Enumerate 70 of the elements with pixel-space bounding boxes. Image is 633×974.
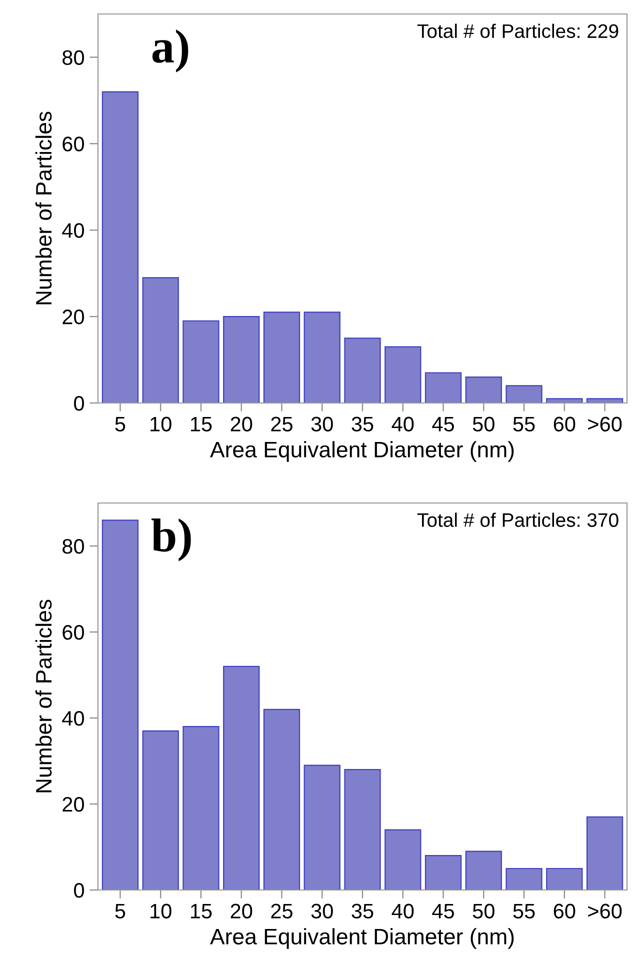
- x-tick-label: 20: [230, 904, 252, 918]
- bar: [304, 764, 340, 890]
- x-tick-label: >60: [588, 904, 622, 918]
- bar: [102, 91, 139, 403]
- x-tick-label: 20: [230, 416, 252, 432]
- bar: [102, 520, 139, 890]
- bar: [263, 312, 300, 403]
- bar: [586, 816, 624, 890]
- x-tick-label: 35: [352, 904, 374, 918]
- x-tick-label: 5: [115, 416, 126, 432]
- bar: [384, 829, 422, 890]
- x-tick-label: 60: [554, 904, 576, 918]
- x-tick-label: 50: [472, 416, 494, 432]
- bar: [344, 769, 381, 890]
- y-tick-label: 0: [74, 396, 84, 411]
- x-tick-label: 45: [432, 416, 454, 432]
- y-tick-label: 60: [62, 136, 84, 152]
- bar: [506, 385, 542, 403]
- y-tick-label: 40: [62, 711, 84, 726]
- annotation: Total # of Particles: 370: [417, 512, 618, 527]
- bar: [142, 730, 179, 890]
- y-tick-label: 80: [62, 50, 84, 65]
- bar: [182, 726, 220, 890]
- x-tick-label: 15: [190, 904, 212, 918]
- annotation: Total # of Particles: 229: [417, 24, 618, 38]
- bar: [465, 376, 502, 403]
- x-tick-label: 15: [190, 416, 212, 432]
- y-tick-label: 80: [62, 539, 84, 554]
- bar: [223, 316, 260, 403]
- bar: [424, 372, 462, 403]
- x-tick-label: 10: [150, 904, 172, 918]
- x-tick-label: 25: [271, 904, 292, 918]
- bar: [223, 666, 260, 890]
- x-tick-label: >60: [588, 416, 622, 432]
- bar: [546, 868, 583, 890]
- x-tick-label: 30: [311, 904, 333, 918]
- y-tick-label: 20: [62, 797, 84, 812]
- x-tick-label: 10: [150, 416, 172, 432]
- bar: [424, 855, 462, 890]
- bar: [263, 708, 300, 890]
- x-tick-label: 25: [271, 416, 292, 432]
- annotation: a): [152, 30, 188, 72]
- x-tick-label: 30: [311, 416, 333, 432]
- annotation: b): [152, 518, 191, 562]
- x-tick-label: 45: [432, 904, 454, 918]
- y-axis-title: Number of Particles: [35, 112, 52, 304]
- bar: [546, 398, 583, 403]
- y-axis-title: Number of Particles: [35, 600, 52, 792]
- x-tick-label: 60: [554, 416, 576, 432]
- bar: [586, 398, 624, 403]
- x-tick-label: 40: [392, 416, 414, 432]
- x-tick-label: 5: [115, 904, 126, 918]
- bar: [384, 346, 422, 403]
- x-tick-label: 55: [513, 904, 535, 918]
- x-tick-label: 50: [472, 904, 494, 918]
- x-axis-title: Area Equivalent Diameter (nm): [210, 928, 514, 949]
- bar: [182, 320, 220, 403]
- y-tick-label: 40: [62, 223, 84, 238]
- x-tick-label: 35: [352, 416, 374, 432]
- x-tick-label: 40: [392, 904, 414, 918]
- y-tick-label: 20: [62, 310, 84, 324]
- x-tick-label: 55: [513, 416, 535, 432]
- y-tick-label: 0: [74, 883, 84, 898]
- bar: [465, 850, 502, 890]
- y-tick-label: 60: [62, 625, 84, 640]
- bar: [304, 312, 340, 403]
- x-axis-title: Area Equivalent Diameter (nm): [210, 441, 514, 462]
- bar: [506, 868, 542, 890]
- bar: [344, 338, 381, 403]
- bar: [142, 277, 179, 403]
